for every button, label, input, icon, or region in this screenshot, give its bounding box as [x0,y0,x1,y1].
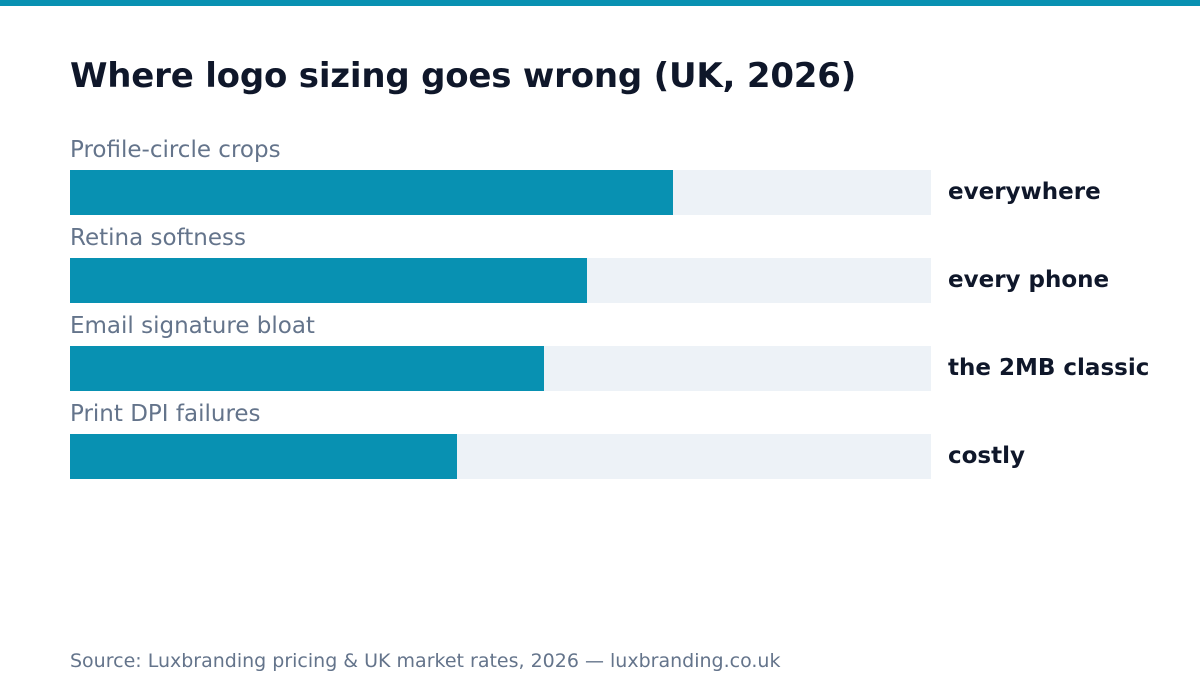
value-label: the 2MB classic [948,355,1150,381]
value-label: everywhere [948,179,1101,205]
value-label: every phone [948,267,1110,293]
bar [70,346,544,391]
bar-track [70,434,931,479]
bar [70,258,587,303]
value-label: costly [948,443,1025,469]
category-label: Retina softness [70,225,246,251]
bar-track [70,346,931,391]
bar-row: Profile-circle crops everywhere [0,136,1200,224]
bar [70,434,457,479]
bar-row: Print DPI failures costly [0,400,1200,488]
chart-title: Where logo sizing goes wrong (UK, 2026) [70,56,857,96]
bar-row: Email signature bloat the 2MB classic [0,312,1200,400]
bar-track [70,258,931,303]
bar [70,170,673,215]
top-accent-stripe [0,0,1200,6]
source-note: Source: Luxbranding pricing & UK market … [70,650,781,672]
category-label: Email signature bloat [70,313,315,339]
bar-track [70,170,931,215]
category-label: Profile-circle crops [70,137,281,163]
category-label: Print DPI failures [70,401,261,427]
bar-row: Retina softness every phone [0,224,1200,312]
